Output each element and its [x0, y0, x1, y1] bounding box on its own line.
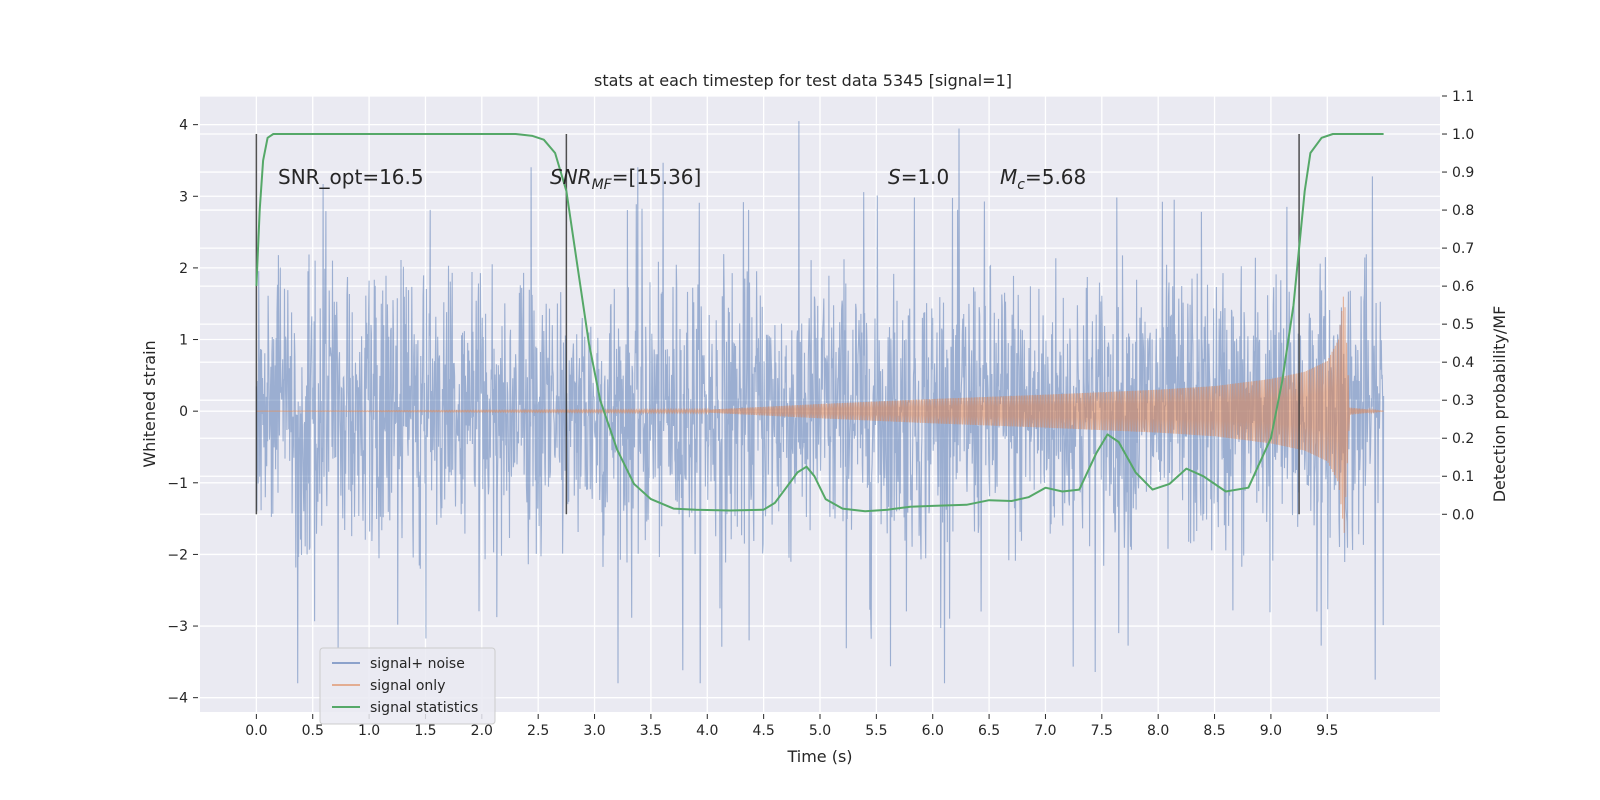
x-tick-label: 5.5 [865, 723, 887, 739]
y2-tick-label: 0.0 [1452, 507, 1474, 523]
x-tick-label: 5.0 [809, 723, 831, 739]
y2-tick-label: 0.4 [1452, 355, 1474, 371]
series-signal-statistics [255, 133, 1384, 513]
x-tick-label: 1.5 [414, 723, 436, 739]
y-tick-label: −4 [167, 691, 188, 707]
x-tick-label: 3.0 [583, 723, 605, 739]
x-tick-label: 4.0 [696, 723, 718, 739]
y-tick-label: 3 [179, 189, 188, 205]
y2-tick-label: 0.9 [1452, 165, 1474, 181]
x-tick-label: 9.5 [1316, 723, 1338, 739]
y2-tick-label: 0.1 [1452, 469, 1474, 485]
x-tick-label: 7.0 [1034, 723, 1056, 739]
y-tick-label: −2 [167, 547, 188, 563]
legend: signal+ noise signal only signal statist… [319, 647, 496, 725]
x-tick-label: 7.5 [1091, 723, 1113, 739]
x-tick-label: 1.0 [358, 723, 380, 739]
y-axis-label: Whitened strain [140, 340, 159, 467]
y2-tick-label: 0.2 [1452, 431, 1474, 447]
legend-label-stats: signal statistics [370, 700, 478, 716]
annotations: SNR_opt=16.5 SNRMF=[15.36] S=1.0 Mc=5.68 [278, 165, 1086, 193]
y2-tick-label: 0.5 [1452, 317, 1474, 333]
x-axis-ticks: 0.0 0.5 1.0 1.5 2.0 2.5 3.0 3.5 4.0 4.5 5.0 5.5 6.0 6… [245, 714, 1338, 739]
x-tick-label: 0.5 [302, 723, 324, 739]
annotation-snr-mf: SNRMF=[15.36] [550, 165, 701, 193]
y-tick-label: 4 [179, 118, 188, 134]
legend-label-noise: signal+ noise [370, 656, 465, 672]
y2-tick-label: 0.8 [1452, 203, 1474, 219]
x-tick-label: 8.0 [1147, 723, 1169, 739]
y-tick-label: 1 [179, 333, 188, 349]
y2-tick-label: 1.0 [1452, 127, 1474, 143]
y-tick-label: 2 [179, 261, 188, 277]
y-axis-ticks: −4 −3 −2 −1 0 1 2 3 4 [167, 118, 198, 707]
y-tick-label: −3 [167, 619, 188, 635]
y-tick-label: −1 [167, 476, 188, 492]
stats-line [255, 133, 1384, 513]
x-tick-label: 9.0 [1260, 723, 1282, 739]
series-signal-only [256, 296, 1384, 533]
x-tick-label: 2.0 [471, 723, 493, 739]
x-tick-label: 6.5 [978, 723, 1000, 739]
legend-label-signal: signal only [370, 678, 445, 694]
y2-axis-label: Detection probability/MF [1490, 306, 1509, 503]
annotation-s: S=1.0 [888, 165, 949, 189]
x-tick-label: 2.5 [527, 723, 549, 739]
x-tick-label: 6.0 [922, 723, 944, 739]
chart-title: stats at each timestep for test data 534… [594, 71, 1012, 90]
annotation-snr-opt: SNR_opt=16.5 [278, 165, 424, 189]
y2-tick-label: 0.6 [1452, 279, 1474, 295]
x-tick-label: 4.5 [753, 723, 775, 739]
annotation-mc: Mc=5.68 [1000, 165, 1086, 193]
y2-tick-label: 0.7 [1452, 241, 1474, 257]
legend-box [319, 647, 496, 725]
signal-trace [256, 296, 1384, 533]
x-tick-label: 0.0 [245, 723, 267, 739]
x-tick-label: 3.5 [640, 723, 662, 739]
x-tick-label: 8.5 [1203, 723, 1225, 739]
y2-axis-ticks: 0.0 0.1 0.2 0.3 0.4 0.5 0.6 0.7 0.8 0.9 1.0 1.1 [1442, 89, 1474, 523]
y2-tick-label: 1.1 [1452, 89, 1474, 105]
y2-tick-label: 0.3 [1452, 393, 1474, 409]
x-axis-label: Time (s) [786, 747, 852, 766]
y-tick-label: 0 [179, 404, 188, 420]
